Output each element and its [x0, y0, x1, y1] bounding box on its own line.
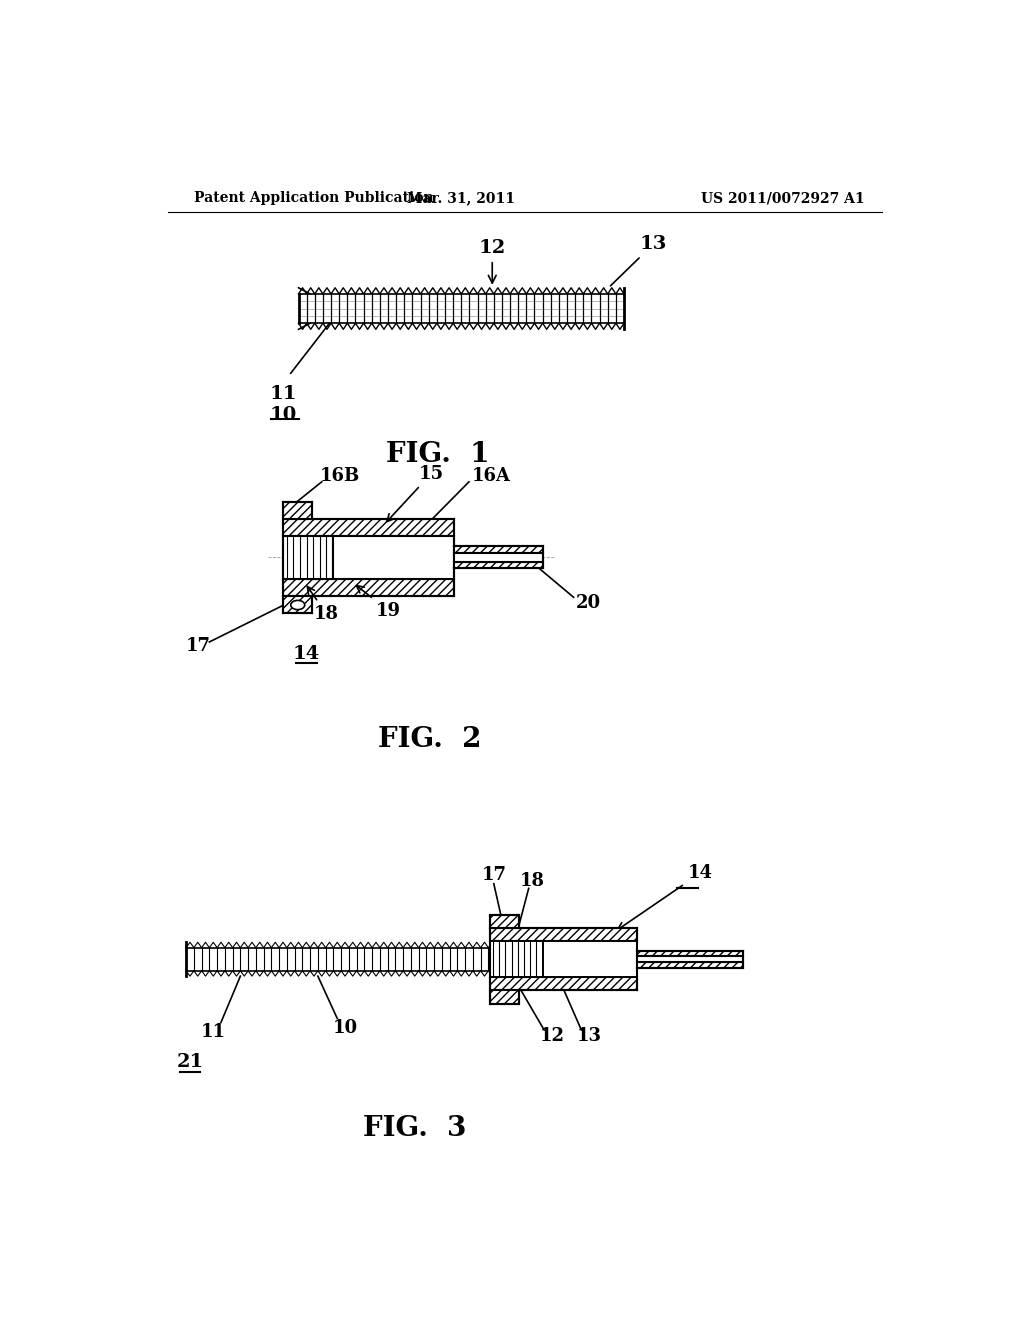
Text: 19: 19: [356, 586, 401, 620]
Text: US 2011/0072927 A1: US 2011/0072927 A1: [700, 191, 864, 206]
Bar: [454, 553, 543, 562]
Text: 16B: 16B: [321, 467, 360, 486]
Text: 10: 10: [333, 1019, 357, 1036]
Text: 11: 11: [269, 385, 297, 403]
Text: 13: 13: [577, 1027, 602, 1045]
Text: 21: 21: [176, 1053, 204, 1072]
Bar: [283, 595, 312, 612]
Bar: [489, 915, 519, 928]
Bar: [454, 562, 543, 568]
Bar: [489, 990, 519, 1003]
Text: 18: 18: [520, 871, 545, 890]
Text: FIG.  3: FIG. 3: [364, 1115, 467, 1142]
Text: FIG.  1: FIG. 1: [386, 441, 489, 469]
Text: 11: 11: [201, 1023, 225, 1041]
Bar: [489, 977, 637, 990]
Text: 17: 17: [481, 866, 506, 883]
Text: 12: 12: [540, 1027, 564, 1045]
Bar: [454, 546, 543, 553]
Text: FIG.  2: FIG. 2: [379, 726, 482, 754]
Bar: [334, 536, 454, 578]
Bar: [637, 962, 743, 968]
Bar: [543, 941, 637, 977]
Bar: [283, 502, 312, 519]
Bar: [283, 536, 334, 578]
Text: 20: 20: [575, 594, 601, 611]
Text: Patent Application Publication: Patent Application Publication: [194, 191, 433, 206]
Text: Mar. 31, 2011: Mar. 31, 2011: [408, 191, 515, 206]
Bar: [283, 519, 454, 536]
Text: 17: 17: [185, 636, 210, 655]
Text: 18: 18: [307, 586, 339, 623]
Text: 13: 13: [610, 235, 667, 286]
Bar: [637, 956, 743, 962]
Text: 16A: 16A: [471, 467, 510, 486]
Text: 14: 14: [617, 865, 713, 929]
Text: 15: 15: [387, 465, 443, 521]
Text: 12: 12: [478, 239, 506, 282]
Bar: [489, 928, 637, 941]
Bar: [299, 288, 624, 330]
Bar: [283, 578, 454, 595]
Bar: [489, 941, 543, 977]
Text: 10: 10: [269, 407, 297, 424]
Ellipse shape: [291, 601, 305, 610]
Bar: [637, 950, 743, 956]
Bar: [186, 942, 496, 977]
Text: 14: 14: [293, 644, 319, 663]
